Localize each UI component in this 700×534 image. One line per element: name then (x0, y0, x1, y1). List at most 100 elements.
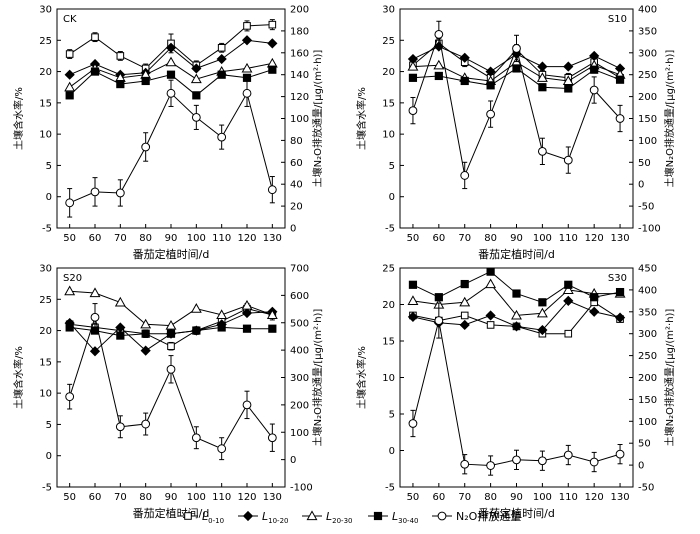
data-point (116, 52, 125, 60)
data-point (512, 289, 521, 298)
legend-label-base: L (262, 510, 268, 523)
y-left-tick-label: -5 (42, 224, 52, 235)
data-point (140, 345, 151, 356)
y-right-tick-label: 0 (638, 461, 644, 472)
data-point (167, 342, 175, 351)
y-left-tick-label: 25 (39, 295, 52, 306)
y-right-tick-label: -50 (638, 483, 654, 494)
data-point (434, 293, 443, 302)
legend-item-l20_30: L20-30 (302, 510, 352, 525)
y-right-tick-label: 200 (290, 5, 309, 16)
data-point (65, 50, 74, 58)
series-n2o (65, 303, 277, 461)
legend-label: L10-20 (262, 510, 288, 525)
data-point (460, 279, 469, 289)
y-right-tick-label: 0 (290, 455, 296, 466)
legend-marker (373, 511, 383, 521)
y-left-tick-label: 15 (382, 337, 395, 348)
x-axis-label: 番茄定植时间/d (478, 506, 555, 520)
data-point (91, 33, 99, 41)
legend-label: L30-40 (392, 510, 418, 525)
series-l20-30 (64, 56, 278, 92)
series-n2o (408, 302, 625, 476)
data-point (64, 69, 75, 80)
y-left-tick-label: 15 (382, 98, 395, 109)
y-left-tick-label: 0 (46, 451, 52, 462)
x-tick-label: 120 (237, 233, 256, 244)
data-point (115, 188, 125, 198)
data-point (537, 456, 547, 466)
data-point (486, 267, 495, 276)
y-right-axis-label: 土壤N₂O排放通量/[μg/(m²·h)] (663, 50, 676, 188)
y-right-tick-label: 400 (290, 346, 309, 357)
data-point (459, 52, 470, 63)
y-right-tick-label: 20 (290, 202, 303, 213)
legend-label-sub: 0-10 (208, 517, 224, 525)
y-left-tick-label: 0 (46, 192, 52, 203)
data-point (141, 419, 151, 429)
data-point (217, 444, 227, 454)
y-right-tick-label: 100 (290, 428, 309, 439)
data-point (538, 298, 547, 307)
y-left-tick-label: 5 (46, 161, 52, 172)
data-point (614, 312, 626, 323)
data-point (537, 146, 547, 156)
data-point (563, 295, 574, 306)
data-point (460, 76, 469, 86)
data-point (536, 72, 548, 82)
y-left-tick-label: 10 (382, 373, 395, 384)
y-left-tick-label: 30 (382, 5, 395, 16)
x-axis-label: 番茄定植时间/d (478, 247, 555, 261)
data-point (459, 296, 471, 307)
x-tick-label: 80 (484, 233, 497, 244)
chart-panel-s30: 50 60 70 80 90 100 110 120 130-50510152025-50050… (355, 264, 676, 521)
y-left-tick-label: 10 (39, 389, 52, 400)
legend-marker (184, 512, 192, 520)
data-point (89, 346, 101, 357)
x-tick-label: 70 (114, 233, 127, 244)
data-point (165, 56, 177, 67)
data-point (141, 76, 150, 86)
x-tick-label: 100 (187, 233, 206, 244)
y-left-tick-label: 25 (39, 36, 52, 47)
y-right-tick-label: 0 (290, 224, 296, 235)
x-tick-label: 130 (611, 492, 630, 503)
data-point (407, 295, 419, 305)
data-point (243, 22, 251, 30)
chart-panel-ck: 50 60 70 80 90 100 110 120 130 -5 0 5 10 15 20 25 30 0 20 4… (12, 5, 324, 262)
data-point (589, 457, 599, 467)
data-point (486, 109, 496, 119)
data-point (190, 73, 202, 84)
data-point (512, 64, 521, 73)
data-point (268, 20, 277, 29)
data-point (165, 42, 177, 53)
data-point (64, 81, 76, 92)
y-right-tick-label: 300 (638, 329, 657, 340)
x-tick-label: 90 (510, 233, 523, 244)
data-point (408, 280, 418, 289)
legend-label: N₂O排放通量 (456, 509, 521, 523)
data-point (65, 392, 75, 402)
x-tick-label: 60 (432, 492, 445, 503)
y-left-axis-label: 土壤含水率/% (12, 87, 25, 150)
x-tick-label: 70 (458, 233, 471, 244)
y-right-tick-label: 60 (290, 158, 303, 169)
x-tick-label: 80 (139, 492, 152, 503)
data-point (407, 311, 419, 323)
data-point (141, 329, 150, 338)
series-n2o (408, 20, 625, 190)
y-left-tick-label: 20 (382, 300, 395, 311)
x-tick-label: 100 (533, 233, 552, 244)
y-right-tick-label: 300 (290, 373, 309, 384)
data-point (486, 321, 495, 329)
data-point (241, 35, 253, 46)
legend-label-base: L (392, 510, 398, 523)
data-point (267, 38, 278, 49)
y-right-tick-label: 0 (638, 180, 644, 191)
x-tick-label: 110 (559, 492, 578, 503)
y-right-tick-label: 250 (638, 351, 657, 362)
x-axis-label: 番茄定植时间/d (133, 247, 210, 261)
x-tick-label: 100 (533, 492, 552, 503)
data-point (216, 309, 228, 320)
data-point (460, 311, 469, 320)
